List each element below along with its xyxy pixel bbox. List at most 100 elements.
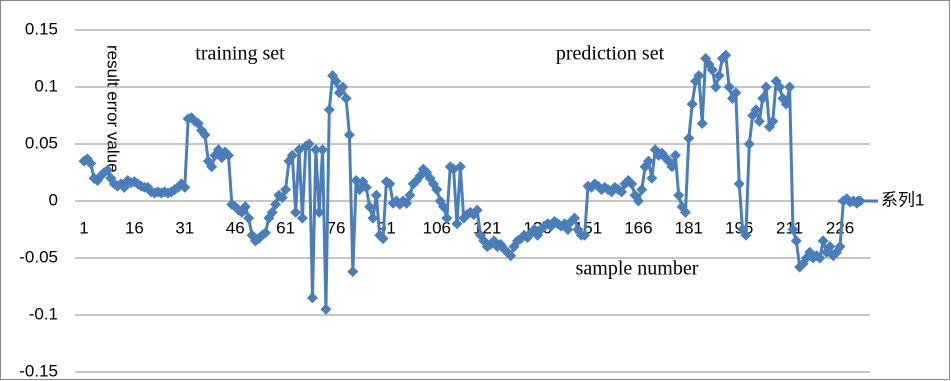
x-tick-label: 106 [423,218,451,237]
point-marker [579,229,591,241]
point-marker [310,144,322,156]
point-marker [401,197,413,209]
point-marker [569,212,581,224]
point-marker [817,235,829,247]
x-axis-label: sample number [576,258,699,280]
point-marker [750,104,762,116]
point-marker [340,92,352,104]
y-tick-label: 0.15 [25,19,58,38]
y-tick-label: -0.05 [19,247,58,266]
point-marker [441,212,453,224]
point-marker [370,189,382,201]
point-marker [454,161,466,173]
legend-marker [852,195,864,207]
point-marker [280,184,292,196]
point-marker [471,204,483,216]
point-marker [642,155,654,167]
point-marker [774,81,786,93]
x-tick-label: 1 [79,218,88,237]
point-marker [730,87,742,99]
point-marker [364,201,376,213]
point-marker [683,132,695,144]
point-marker [384,178,396,190]
point-marker [320,303,332,315]
point-marker [814,252,826,264]
point-marker [377,233,389,245]
point-marker [296,212,308,224]
point-marker [290,206,302,218]
point-marker [757,92,769,104]
point-marker [679,206,691,218]
legend-label: 系列1 [881,190,924,209]
point-marker [784,81,796,93]
point-marker [706,64,718,76]
y-axis-label: result error value [104,45,123,173]
point-marker [276,192,288,204]
point-marker [720,49,732,61]
point-marker [767,115,779,127]
point-marker [505,250,517,262]
annotation: prediction set [556,43,665,65]
point-marker [317,144,329,156]
point-marker [286,149,298,161]
annotation: training set [195,43,285,65]
point-marker [360,181,372,193]
point-marker [438,201,450,213]
point-marker [199,129,211,141]
point-marker [686,98,698,110]
point-marker [347,266,359,278]
x-tick-label: 31 [175,218,194,237]
point-marker [669,149,681,161]
y-tick-label: -0.15 [19,361,58,380]
point-marker [787,224,799,235]
point-marker [753,115,765,127]
point-marker [323,104,335,116]
point-marker [824,241,836,253]
point-marker [222,149,234,161]
point-marker [834,241,846,253]
point-marker [740,229,752,241]
point-marker [713,70,725,82]
point-marker [693,70,705,82]
y-tick-label: 0 [49,190,58,209]
point-marker [243,212,255,224]
x-tick-label: 166 [624,218,652,237]
point-marker [367,212,379,224]
x-tick-label: 46 [226,218,245,237]
point-marker [636,184,648,196]
point-marker [780,98,792,110]
point-marker [616,186,628,198]
point-marker [646,172,658,184]
point-marker [632,195,644,207]
point-marker [733,178,745,190]
point-marker [404,189,416,201]
point-marker [431,184,443,196]
point-marker [330,75,342,87]
point-marker [350,174,362,186]
y-tick-label: -0.1 [29,304,58,323]
point-marker [626,178,638,190]
point-marker [710,81,722,93]
point-marker [303,138,315,150]
point-marker [337,81,349,93]
point-marker [239,201,251,213]
point-marker [723,81,735,93]
x-tick-label: 61 [276,218,295,237]
point-marker [696,117,708,129]
point-marker [102,164,114,176]
y-tick-label: 0.1 [34,76,58,95]
y-tick-label: 0.05 [25,133,58,152]
point-marker [259,227,271,239]
point-marker [562,224,574,235]
point-marker [790,235,802,247]
point-marker [85,157,97,169]
point-marker [206,161,218,173]
x-tick-label: 16 [125,218,144,237]
point-marker [313,206,325,218]
point-marker [343,129,355,141]
point-marker [118,181,130,193]
x-tick-label: 76 [327,218,346,237]
point-marker [179,181,191,193]
